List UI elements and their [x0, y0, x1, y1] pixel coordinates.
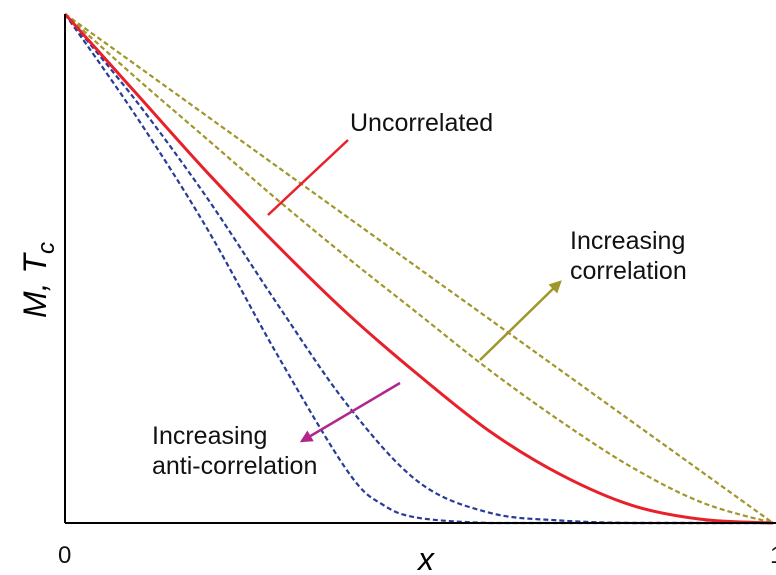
y-axis-title-subscript: c — [33, 242, 60, 254]
series-line-1 — [64, 13, 774, 525]
series-layer — [63, 12, 774, 525]
annotation-increasing-correlation-2: correlation — [570, 257, 687, 285]
annotation-increasing-anticorrelation-2: anti-correlation — [152, 452, 317, 480]
annotation-increasing-correlation-1: Increasing — [570, 227, 685, 255]
x-tick-label-1: 1 — [770, 542, 776, 569]
anti-correlation-arrow — [299, 381, 401, 443]
series-line-4 — [64, 13, 773, 525]
y-axis-title: M, Tc — [17, 242, 60, 318]
uncorrelated-pointer — [267, 139, 349, 216]
annotation-increasing-anticorrelation-1: Increasing — [152, 422, 267, 450]
series-line-0 — [64, 13, 774, 524]
series-line-3 — [64, 13, 773, 525]
correlation-arrow — [479, 280, 562, 361]
x-tick-label-0: 0 — [58, 542, 71, 569]
annotation-uncorrelated: Uncorrelated — [350, 109, 493, 137]
y-axis-title-main: M, T — [17, 252, 53, 318]
x-axis-title: x — [416, 541, 435, 575]
series-line-2 — [63, 12, 774, 525]
